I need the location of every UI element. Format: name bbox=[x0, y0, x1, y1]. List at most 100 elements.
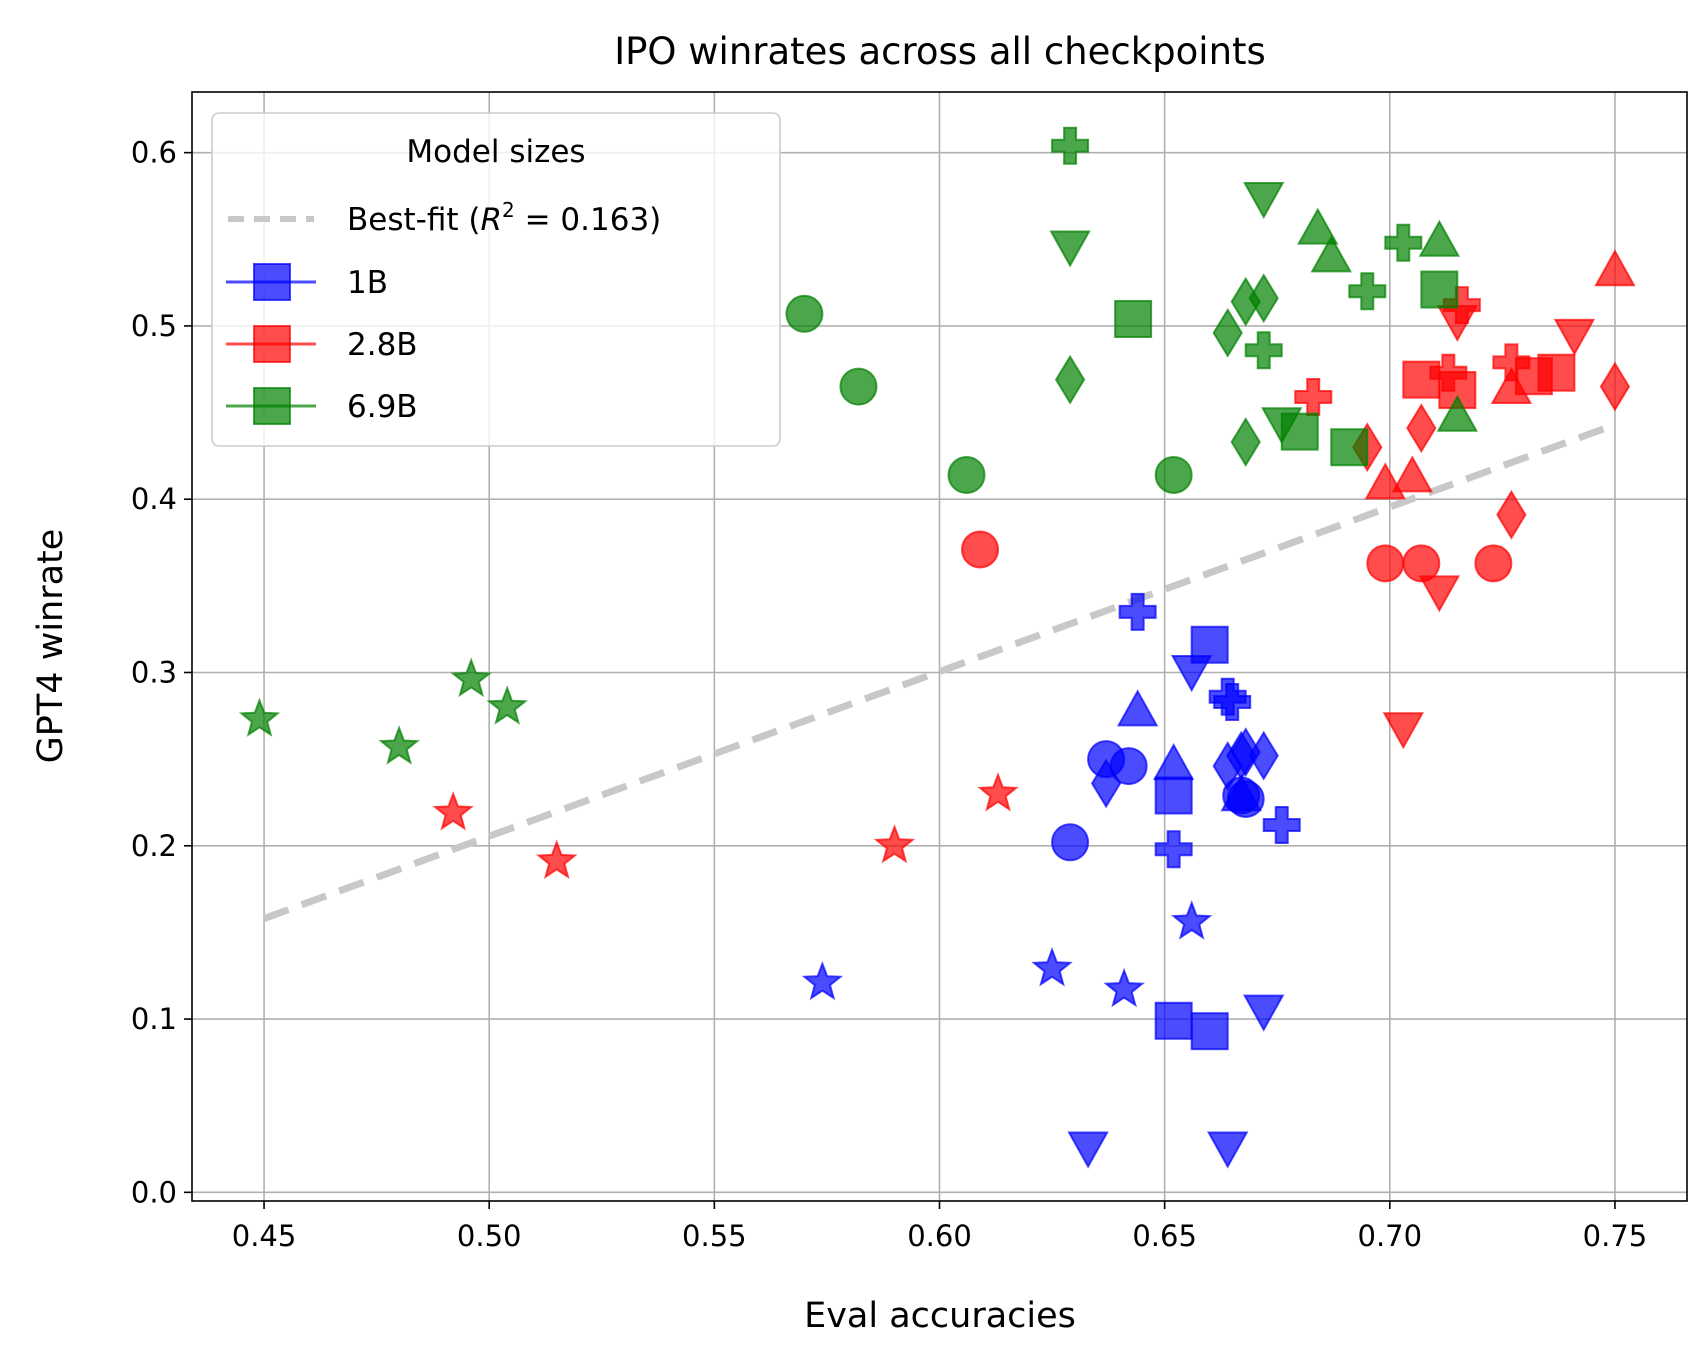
point-2-8b-star bbox=[535, 839, 578, 879]
x-tick-label: 0.50 bbox=[457, 1219, 522, 1253]
point-2-8b-square bbox=[1537, 353, 1576, 392]
point-1b-plus bbox=[1213, 682, 1252, 721]
point-2-8b-triangle-up bbox=[1594, 249, 1636, 287]
point-6-9b-diamond bbox=[1054, 354, 1086, 405]
point-6-9b-diamond bbox=[1212, 307, 1243, 358]
legend-6-9b-label: 6.9B bbox=[347, 389, 418, 425]
point-6-9b-square bbox=[1420, 270, 1459, 309]
legend-1b-label: 1B bbox=[347, 265, 388, 301]
point-1b-triangle-up bbox=[1152, 743, 1195, 781]
point-1b-plus bbox=[1118, 592, 1157, 631]
legend-fit-label: Best-fit (R2 = 0.163) bbox=[347, 198, 661, 238]
x-tick-label: 0.65 bbox=[1132, 1219, 1197, 1253]
point-6-9b-triangle-down bbox=[1261, 407, 1303, 445]
point-1b-diamond bbox=[1248, 730, 1279, 781]
point-2-8b-triangle-up bbox=[1391, 455, 1434, 493]
point-1b-plus bbox=[1262, 805, 1301, 844]
point-6-9b-plus bbox=[1384, 223, 1423, 262]
point-2-8b-triangle-up bbox=[1490, 366, 1533, 405]
point-2-8b-square bbox=[1402, 360, 1441, 399]
x-axis-label: Eval accuracies bbox=[804, 1296, 1076, 1336]
point-2-8b-triangle-down bbox=[1382, 712, 1425, 750]
point-2-8b-triangle-down bbox=[1418, 575, 1461, 613]
y-axis-label: GPT4 winrate bbox=[31, 529, 71, 764]
legend-entry-2-8b: 2.8B bbox=[226, 325, 418, 363]
point-1b-star bbox=[1103, 967, 1145, 1008]
chart-title: IPO winrates across all checkpoints bbox=[614, 30, 1266, 73]
point-1b-triangle-down bbox=[1170, 655, 1213, 693]
point-1b-diamond bbox=[1090, 758, 1122, 809]
y-tick-label: 0.6 bbox=[131, 136, 177, 170]
point-6-9b-circle bbox=[785, 294, 824, 333]
point-6-9b-triangle-up bbox=[1436, 394, 1479, 432]
point-1b-triangle-down bbox=[1243, 994, 1285, 1032]
legend-title: Model sizes bbox=[406, 134, 585, 170]
point-1b-diamond bbox=[1230, 727, 1261, 778]
point-2-8b-diamond bbox=[1496, 489, 1527, 540]
point-1b-circle bbox=[1051, 823, 1090, 862]
point-6-9b-triangle-down bbox=[1049, 230, 1091, 268]
y-tick-label: 0.0 bbox=[131, 1175, 177, 1209]
point-6-9b-circle bbox=[839, 367, 878, 406]
point-6-9b-diamond bbox=[1248, 273, 1279, 324]
legend-6-9b-marker bbox=[253, 387, 291, 425]
point-6-9b-square bbox=[1330, 428, 1369, 467]
point-1b-plus bbox=[1154, 830, 1193, 869]
y-tick-label: 0.2 bbox=[131, 829, 177, 863]
x-tick-label: 0.55 bbox=[682, 1219, 747, 1253]
point-6-9b-star bbox=[486, 685, 529, 725]
x-tick-label: 0.45 bbox=[232, 1219, 297, 1253]
point-2-8b-circle bbox=[1402, 544, 1441, 583]
y-tick-label: 0.3 bbox=[131, 655, 177, 689]
point-1b-square bbox=[1154, 776, 1193, 815]
point-2-8b-diamond bbox=[1599, 361, 1631, 412]
point-2-8b-star bbox=[977, 771, 1019, 812]
legend-1b-marker bbox=[253, 263, 291, 301]
point-2-8b-plus bbox=[1294, 377, 1333, 416]
point-6-9b-star bbox=[378, 725, 420, 765]
x-axis-ticks: 0.45 0.50 0.55 0.60 0.65 0.70 0.75 bbox=[232, 1201, 1647, 1253]
point-2-8b-circle bbox=[961, 530, 1000, 569]
y-tick-label: 0.1 bbox=[131, 1002, 177, 1036]
point-6-9b-circle bbox=[947, 455, 986, 494]
point-1b-star bbox=[1031, 946, 1073, 987]
point-6-9b-star bbox=[238, 697, 281, 737]
x-tick-label: 0.75 bbox=[1583, 1219, 1648, 1253]
point-1b-square bbox=[1154, 1001, 1193, 1040]
point-6-9b-plus bbox=[1244, 331, 1283, 370]
point-1b-triangle-down bbox=[1206, 1131, 1249, 1169]
point-1b-star bbox=[1170, 900, 1213, 940]
point-2-8b-circle bbox=[1474, 544, 1513, 583]
point-1b-square bbox=[1190, 1012, 1229, 1051]
legend-entry-6-9b: 6.9B bbox=[226, 387, 418, 425]
y-axis-ticks: 0.0 0.1 0.2 0.3 0.4 0.5 0.6 bbox=[131, 136, 192, 1209]
point-2-8b-circle bbox=[1366, 544, 1405, 583]
legend-2-8b-marker bbox=[253, 325, 291, 363]
y-tick-label: 0.5 bbox=[131, 309, 177, 343]
series-6-9b bbox=[238, 126, 1479, 765]
point-6-9b-triangle-up bbox=[1310, 235, 1352, 273]
point-6-9b-star bbox=[450, 657, 493, 698]
data-points bbox=[238, 126, 1636, 1169]
point-2-8b-square bbox=[1438, 371, 1477, 410]
point-2-8b-star bbox=[432, 791, 474, 831]
point-6-9b-square bbox=[1114, 299, 1153, 338]
point-1b-star bbox=[801, 960, 844, 1001]
point-6-9b-triangle-down bbox=[1243, 181, 1285, 220]
point-6-9b-circle bbox=[1154, 455, 1193, 494]
point-2-8b-triangle-down bbox=[1553, 318, 1596, 356]
point-1b-triangle-up bbox=[1116, 689, 1159, 727]
point-2-8b-diamond bbox=[1406, 403, 1437, 454]
point-6-9b-diamond bbox=[1230, 417, 1261, 467]
point-2-8b-star bbox=[873, 823, 916, 864]
legend-entry-1b: 1B bbox=[226, 263, 388, 301]
point-1b-triangle-up bbox=[1220, 774, 1262, 812]
point-6-9b-plus bbox=[1051, 126, 1090, 165]
x-tick-label: 0.70 bbox=[1358, 1219, 1423, 1253]
series-1b bbox=[801, 592, 1301, 1169]
y-tick-label: 0.4 bbox=[131, 482, 177, 516]
point-1b-triangle-down bbox=[1067, 1131, 1109, 1169]
legend-box bbox=[211, 112, 781, 447]
point-6-9b-triangle-up bbox=[1418, 219, 1461, 257]
